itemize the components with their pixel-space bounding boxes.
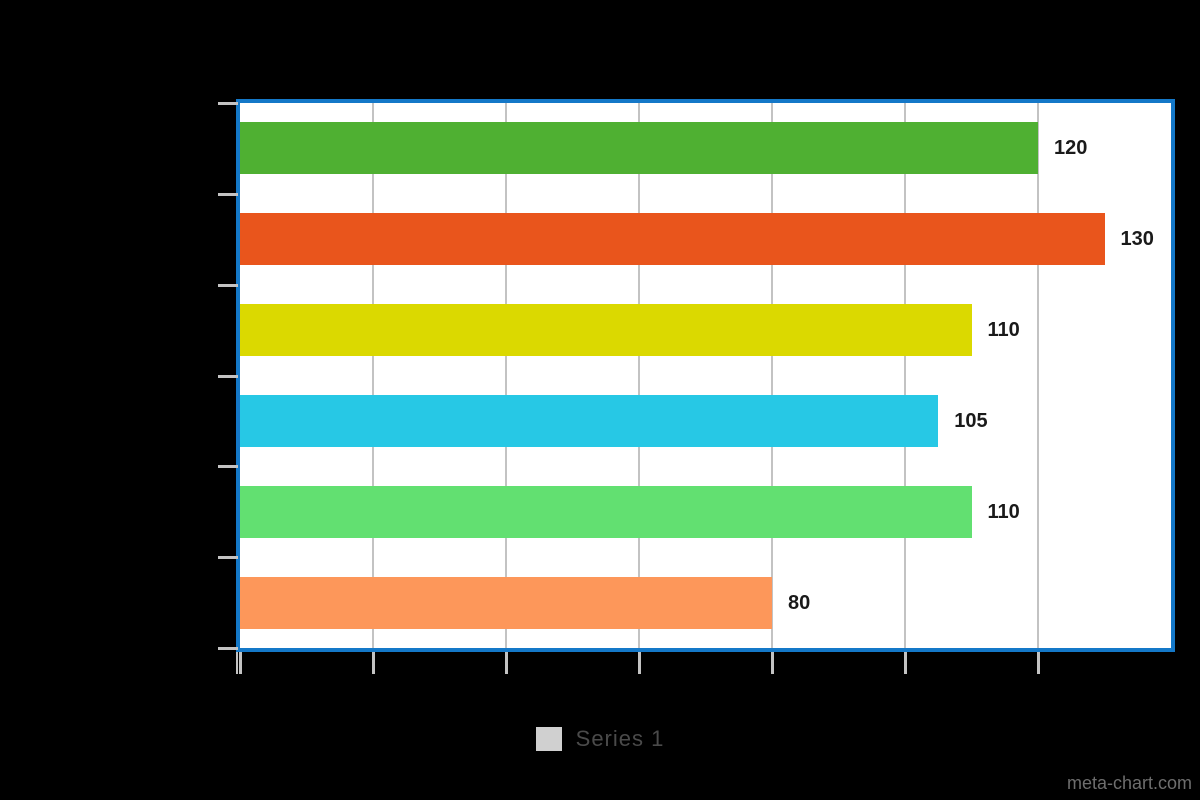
x-axis-tick: [771, 652, 774, 674]
legend-label-series-1: Series 1: [575, 726, 665, 751]
chart-legend: Series 1: [0, 726, 1200, 752]
gridline: [1037, 103, 1039, 648]
bar[interactable]: [240, 485, 972, 538]
y-axis-tick: [218, 647, 238, 650]
gridline: [505, 103, 507, 648]
bar[interactable]: [240, 122, 1038, 175]
legend-swatch-series-1: [535, 727, 562, 751]
bar[interactable]: [240, 394, 939, 447]
x-axis-tick: [372, 652, 375, 674]
bar[interactable]: [240, 304, 972, 357]
plot-area: [236, 99, 1175, 652]
y-axis-tick: [218, 192, 238, 196]
y-axis-tick: [218, 283, 238, 287]
gridline: [904, 103, 906, 648]
y-axis-tick: [218, 465, 238, 469]
bar[interactable]: [240, 213, 1105, 266]
y-axis-tick: [218, 374, 238, 378]
bar-value-label: 130: [1120, 228, 1154, 251]
bar-value-label: 80: [788, 591, 811, 614]
x-axis-tick: [505, 652, 508, 674]
gridline: [771, 103, 773, 648]
y-axis-tick: [218, 556, 238, 560]
x-axis-tick: [638, 652, 641, 674]
gridline: [372, 103, 374, 648]
watermark-text: meta-chart.com: [1066, 773, 1192, 793]
gridline: [638, 103, 640, 648]
bar-value-label: 105: [954, 409, 988, 432]
x-axis-tick: [1037, 652, 1040, 674]
x-axis-tick: [239, 652, 242, 674]
x-axis-tick: [904, 652, 907, 674]
bar[interactable]: [240, 576, 772, 629]
bar-value-label: 110: [987, 319, 1020, 342]
plot-inner: [240, 103, 1171, 648]
y-axis-tick: [218, 102, 238, 105]
bar-value-label: 120: [1054, 137, 1088, 160]
bar-value-label: 110: [987, 500, 1020, 523]
